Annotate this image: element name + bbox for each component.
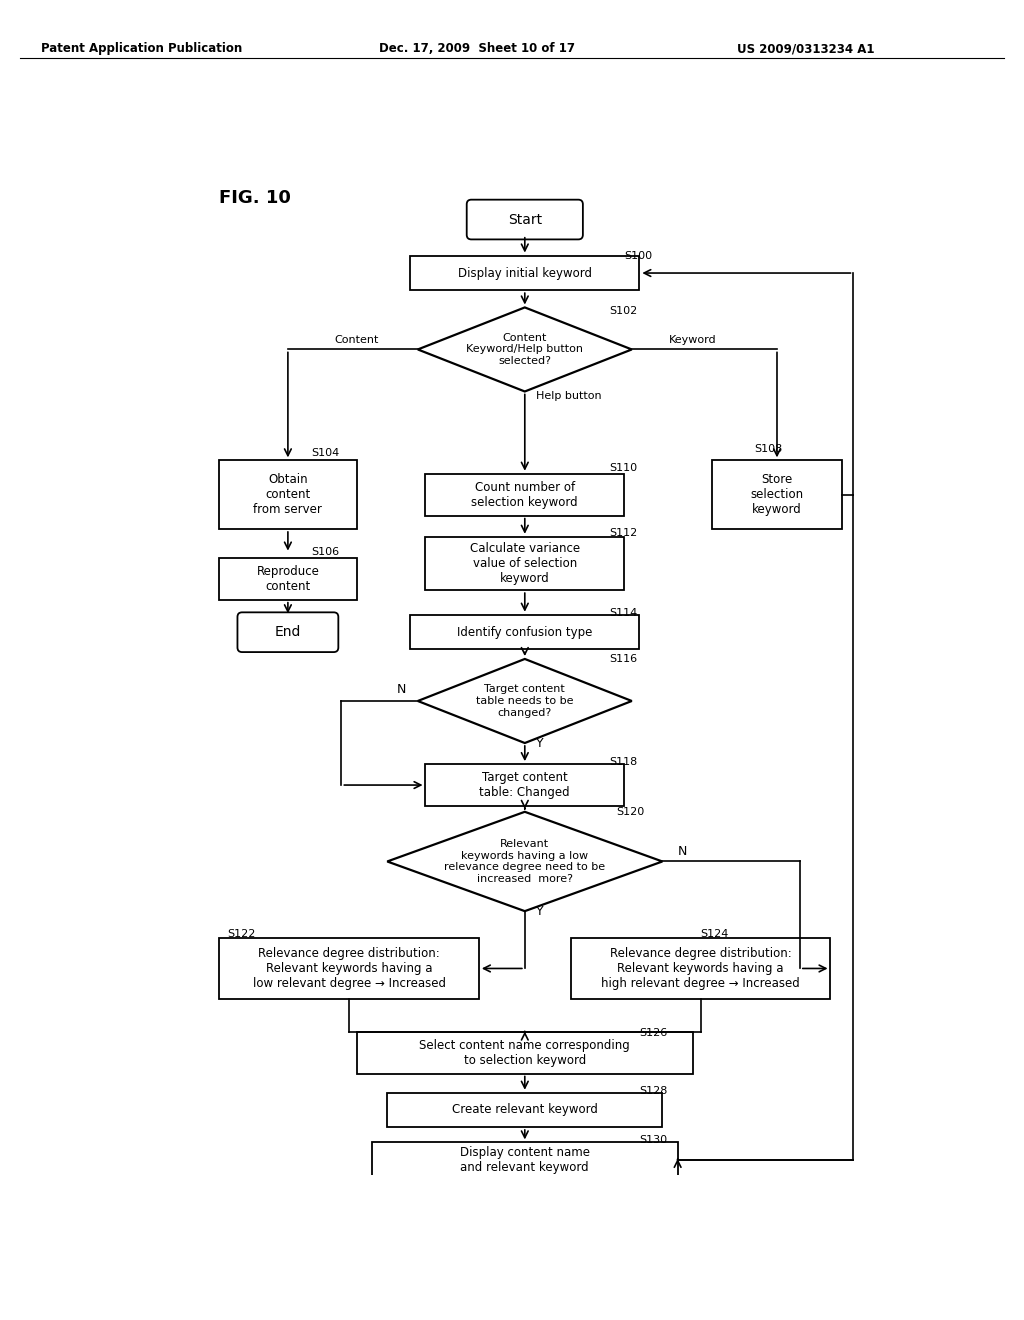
Text: S118: S118 (609, 758, 637, 767)
Text: Select content name corresponding
to selection keyword: Select content name corresponding to sel… (420, 1039, 630, 1067)
Text: Relevant
keywords having a low
relevance degree need to be
increased  more?: Relevant keywords having a low relevance… (444, 840, 605, 884)
Text: Count number of
selection keyword: Count number of selection keyword (471, 480, 579, 508)
Text: S122: S122 (226, 929, 255, 939)
Text: Relevance degree distribution:
Relevant keywords having a
low relevant degree → : Relevance degree distribution: Relevant … (253, 946, 445, 990)
Text: S130: S130 (639, 1135, 668, 1146)
Bar (356, 1031, 693, 1073)
Text: S126: S126 (639, 1028, 668, 1039)
Text: Y: Y (537, 906, 544, 917)
Text: S108: S108 (754, 444, 782, 454)
Text: N: N (397, 684, 407, 697)
FancyBboxPatch shape (238, 612, 338, 652)
Text: Start: Start (508, 213, 542, 227)
Text: Store
selection
keyword: Store selection keyword (751, 473, 804, 516)
Text: Content: Content (335, 335, 379, 346)
Text: S128: S128 (639, 1086, 668, 1096)
Text: Target content
table needs to be
changed?: Target content table needs to be changed… (476, 684, 573, 718)
Polygon shape (387, 812, 663, 911)
Text: FIG. 10: FIG. 10 (219, 189, 291, 207)
Text: N: N (678, 845, 687, 858)
Bar (372, 1142, 678, 1176)
Text: Target content
table: Changed: Target content table: Changed (479, 771, 570, 799)
Text: Calculate variance
value of selection
keyword: Calculate variance value of selection ke… (470, 543, 580, 585)
FancyBboxPatch shape (467, 199, 583, 239)
Text: S100: S100 (625, 251, 652, 261)
Text: Content
Keyword/Help button
selected?: Content Keyword/Help button selected? (466, 333, 584, 366)
Polygon shape (418, 659, 632, 743)
Bar (570, 939, 830, 999)
Bar (425, 537, 625, 590)
Bar (425, 474, 625, 516)
Text: S112: S112 (609, 528, 637, 537)
Text: S110: S110 (609, 463, 637, 473)
Bar (411, 256, 639, 290)
Text: Keyword: Keyword (669, 335, 717, 346)
Text: Dec. 17, 2009  Sheet 10 of 17: Dec. 17, 2009 Sheet 10 of 17 (379, 42, 574, 55)
Bar (219, 939, 479, 999)
Text: Patent Application Publication: Patent Application Publication (41, 42, 243, 55)
Bar (219, 557, 356, 599)
Bar (219, 461, 356, 529)
Text: Identify confusion type: Identify confusion type (457, 626, 593, 639)
Bar (411, 615, 639, 649)
Text: S124: S124 (700, 929, 729, 939)
Bar (387, 1093, 663, 1127)
Text: Obtain
content
from server: Obtain content from server (254, 473, 323, 516)
Text: S120: S120 (616, 807, 645, 817)
Text: S116: S116 (609, 653, 637, 664)
Text: Reproduce
content: Reproduce content (256, 565, 319, 593)
Text: End: End (274, 626, 301, 639)
Text: Create relevant keyword: Create relevant keyword (452, 1104, 598, 1117)
Text: S102: S102 (609, 306, 637, 317)
Text: S106: S106 (311, 546, 339, 557)
Bar (425, 764, 625, 807)
Text: Display initial keyword: Display initial keyword (458, 267, 592, 280)
Text: Relevance degree distribution:
Relevant keywords having a
high relevant degree →: Relevance degree distribution: Relevant … (601, 946, 800, 990)
Text: S114: S114 (609, 609, 637, 618)
Text: Display content name
and relevant keyword: Display content name and relevant keywor… (460, 1146, 590, 1173)
Polygon shape (418, 308, 632, 392)
Text: Help button: Help button (537, 391, 602, 401)
Text: Y: Y (537, 737, 544, 750)
Text: US 2009/0313234 A1: US 2009/0313234 A1 (737, 42, 874, 55)
Text: S104: S104 (311, 447, 339, 458)
Bar (712, 461, 842, 529)
